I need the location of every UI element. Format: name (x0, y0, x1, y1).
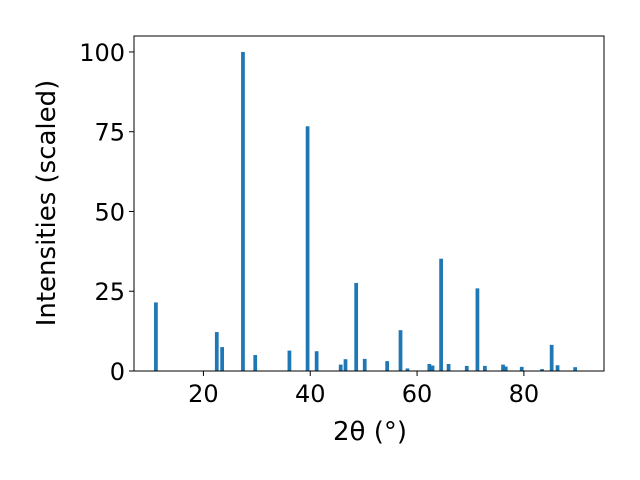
bar (154, 302, 158, 371)
y-tick-label: 25 (94, 278, 125, 306)
bar (220, 347, 224, 371)
bar (540, 369, 544, 371)
bar (354, 282, 359, 371)
bar (385, 361, 390, 371)
x-tick-label: 60 (402, 380, 433, 408)
bar (362, 358, 367, 371)
bar (338, 364, 343, 371)
y-tick-label: 100 (79, 39, 125, 67)
bar (398, 330, 403, 371)
bar (555, 365, 560, 371)
bar (253, 355, 258, 371)
bar (519, 366, 524, 371)
x-axis-ticks: 20 40 60 80 (188, 371, 539, 408)
bar (405, 368, 410, 371)
bar (439, 258, 443, 371)
x-tick-label: 80 (509, 380, 540, 408)
bar (427, 363, 432, 371)
bar (287, 350, 292, 371)
bar (503, 366, 508, 371)
bars-group (154, 51, 578, 371)
y-axis-ticks: 0 25 50 75 100 (79, 39, 134, 386)
bar (305, 126, 310, 371)
plot-frame (133, 35, 605, 372)
bar (343, 359, 348, 371)
bar (446, 363, 451, 371)
y-axis-label: Intensities (scaled) (32, 80, 62, 327)
bar (483, 365, 487, 371)
x-tick-label: 40 (295, 380, 326, 408)
bar (573, 367, 578, 371)
bar (214, 332, 219, 371)
y-tick-label: 50 (94, 198, 125, 226)
x-axis-label: 2θ (°) (333, 417, 407, 447)
x-tick-label: 20 (188, 380, 219, 408)
bar (464, 365, 469, 371)
bar (314, 351, 319, 371)
y-tick-label: 0 (110, 358, 125, 386)
bar (241, 51, 245, 371)
y-tick-label: 75 (94, 119, 125, 147)
bar (430, 365, 435, 371)
bar (501, 364, 505, 371)
bar (549, 344, 554, 371)
bar (475, 288, 480, 371)
